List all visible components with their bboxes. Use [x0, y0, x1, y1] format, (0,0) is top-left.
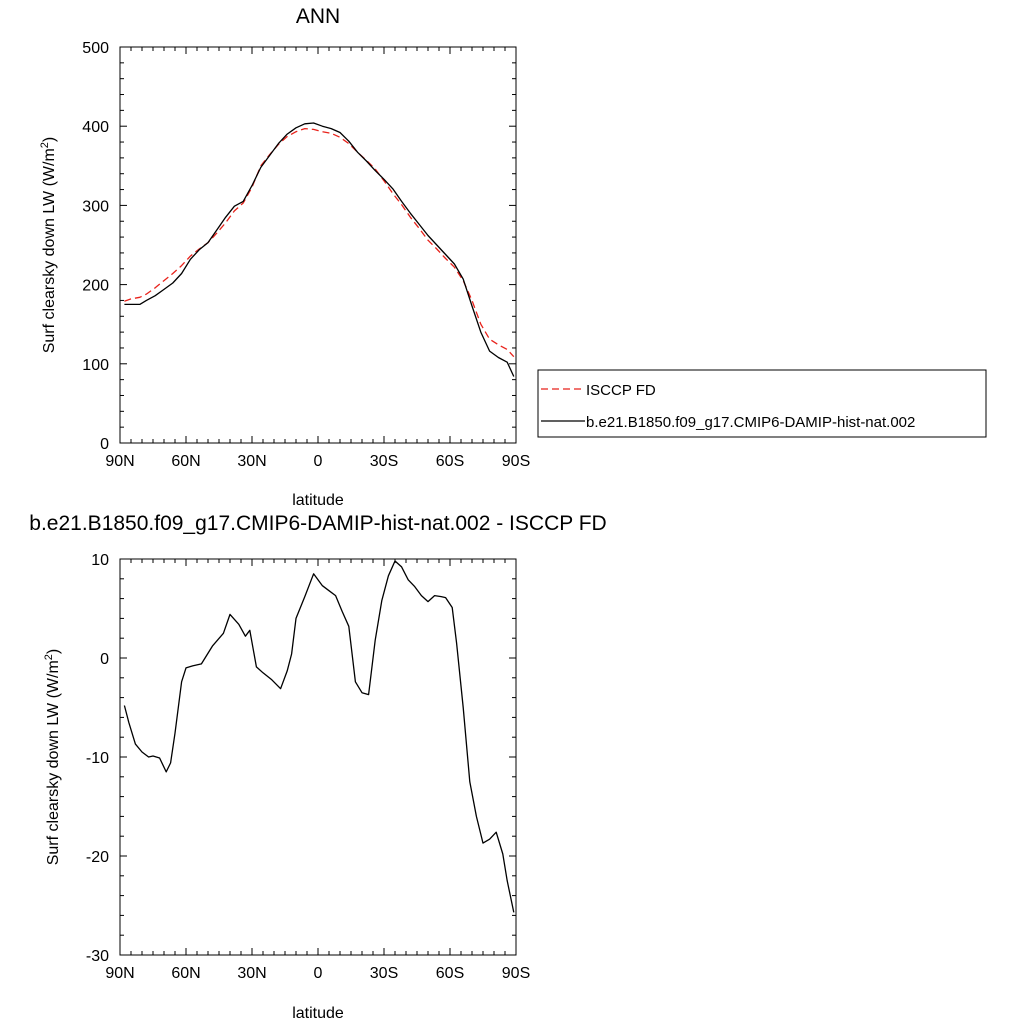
top-panel-y-axis-label-sup: 2: [39, 142, 51, 148]
x-tick-label: 30S: [370, 965, 398, 982]
x-tick-label: 30N: [237, 453, 266, 470]
bottom-panel-y-axis-label-main: Surf clearsky down LW (W/m: [45, 660, 62, 865]
y-tick-label: 400: [82, 119, 109, 136]
bottom-panel-x-axis-label: latitude: [292, 1005, 344, 1022]
x-tick-label: 90S: [502, 965, 530, 982]
top-panel: ANN 90N 60N 30N 0 30S 60S 90S0100200300400500 …: [39, 5, 987, 509]
top-panel-frame: [119, 46, 517, 444]
legend: ISCCP FD b.e21.B1850.f09_g17.CMIP6-DAMIP…: [537, 369, 987, 438]
x-tick-label: 90N: [105, 965, 134, 982]
bottom-panel-y-axis-label-close: ): [45, 649, 62, 654]
bottom-panel-frame: [119, 558, 517, 956]
legend-label-isccp: ISCCP FD: [586, 382, 656, 399]
y-tick-label: 100: [82, 357, 109, 374]
bottom-panel-title: b.e21.B1850.f09_g17.CMIP6-DAMIP-hist-nat…: [29, 512, 606, 535]
x-tick-label: 60N: [171, 453, 200, 470]
y-tick-label: 300: [82, 198, 109, 215]
y-tick-label: -20: [86, 849, 109, 866]
top-panel-y-axis-label: Surf clearsky down LW (W/m2): [39, 137, 58, 354]
top-panel-tick-labels: 90N 60N 30N 0 30S 60S 90S 0 100 200 300 400 500: [82, 40, 530, 470]
x-tick-label: 90N: [105, 453, 134, 470]
legend-label-model: b.e21.B1850.f09_g17.CMIP6-DAMIP-hist-nat…: [586, 414, 915, 431]
y-tick-label: 0: [100, 651, 109, 668]
x-tick-label: 60S: [436, 965, 464, 982]
top-panel-x-axis-label: latitude: [292, 492, 344, 509]
bottom-panel-lines: [123, 560, 515, 913]
top-panel-ticks: [119, 46, 517, 444]
top-panel-y-axis-label-main: Surf clearsky down LW (W/m: [41, 148, 58, 353]
difference-line: [123, 560, 515, 913]
bottom-panel-tick-labels: 90N 60N 30N 0 30S 60S 90S -30 -20 -10 0 10: [86, 552, 530, 982]
bottom-panel-ticks: [119, 558, 517, 956]
x-tick-label: 0: [314, 453, 323, 470]
x-tick-label: 30N: [237, 965, 266, 982]
legend-box: [537, 369, 987, 438]
y-tick-label: -30: [86, 948, 109, 965]
top-panel-title: ANN: [296, 5, 340, 28]
y-tick-label: 500: [82, 40, 109, 57]
bottom-panel-y-axis-label-sup: 2: [43, 654, 55, 660]
x-tick-label: 0: [314, 965, 323, 982]
bottom-panel-y-axis-label: Surf clearsky down LW (W/m2): [43, 649, 62, 866]
y-tick-label: 200: [82, 278, 109, 295]
top-panel-lines: [124, 122, 515, 377]
series-line-isccp-fd: [124, 127, 515, 358]
y-tick-label: 10: [91, 552, 109, 569]
y-tick-label: 0: [100, 436, 109, 453]
x-tick-label: 60N: [171, 965, 200, 982]
bottom-panel: b.e21.B1850.f09_g17.CMIP6-DAMIP-hist-nat…: [29, 512, 606, 1022]
x-tick-label: 90S: [502, 453, 530, 470]
series-line-model: [124, 122, 515, 377]
x-tick-label: 60S: [436, 453, 464, 470]
x-tick-label: 30S: [370, 453, 398, 470]
y-tick-label: -10: [86, 750, 109, 767]
top-panel-y-axis-label-close: ): [41, 137, 58, 142]
